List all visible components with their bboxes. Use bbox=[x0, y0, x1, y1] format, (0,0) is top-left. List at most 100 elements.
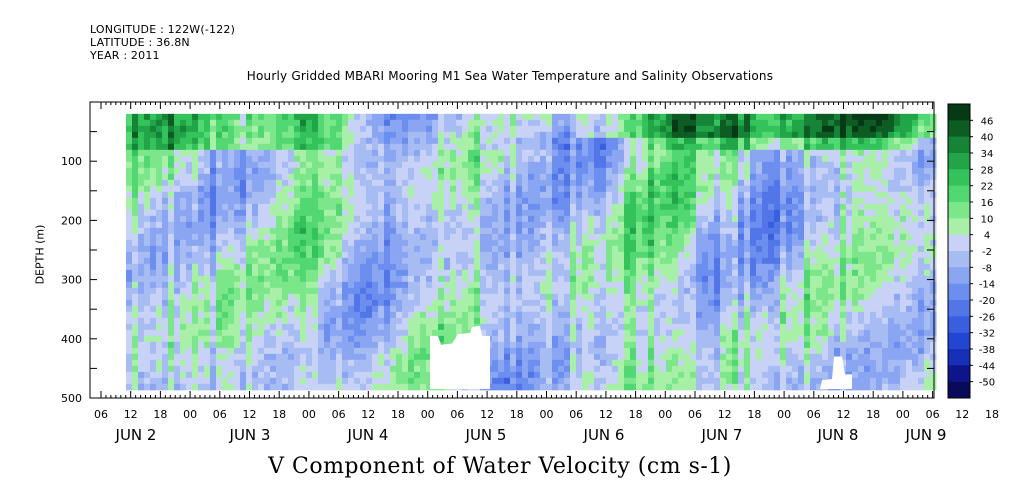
heatmap-cell bbox=[876, 251, 883, 259]
heatmap-cell bbox=[210, 113, 217, 121]
heatmap-cell bbox=[228, 143, 235, 151]
heatmap-cell bbox=[912, 329, 919, 337]
heatmap-cell bbox=[192, 179, 199, 187]
heatmap-cell bbox=[504, 161, 511, 169]
heatmap-cell bbox=[600, 215, 607, 223]
heatmap-cell bbox=[660, 215, 667, 223]
heatmap-cell bbox=[432, 125, 439, 133]
heatmap-cell bbox=[330, 233, 337, 241]
heatmap-cell bbox=[540, 317, 547, 325]
heatmap-cell bbox=[852, 329, 859, 337]
heatmap-cell bbox=[870, 251, 877, 259]
heatmap-cell bbox=[246, 269, 253, 277]
heatmap-cell bbox=[774, 125, 781, 133]
heatmap-cell bbox=[216, 257, 223, 265]
heatmap-cell bbox=[612, 245, 619, 253]
heatmap-cell bbox=[264, 149, 271, 157]
heatmap-cell bbox=[180, 161, 187, 169]
heatmap-cell bbox=[792, 215, 799, 223]
heatmap-cell bbox=[378, 113, 385, 121]
heatmap-cell bbox=[180, 299, 187, 307]
heatmap-cell bbox=[264, 143, 271, 151]
heatmap-cell bbox=[144, 137, 151, 145]
heatmap-cell bbox=[852, 185, 859, 193]
heatmap-cell bbox=[354, 131, 361, 139]
heatmap-cell bbox=[618, 137, 625, 145]
heatmap-cell bbox=[156, 137, 163, 145]
heatmap-cell bbox=[210, 149, 217, 157]
heatmap-cell bbox=[534, 155, 541, 163]
heatmap-cell bbox=[156, 281, 163, 289]
heatmap-cell bbox=[192, 317, 199, 325]
heatmap-cell bbox=[234, 149, 241, 157]
heatmap-cell bbox=[696, 215, 703, 223]
heatmap-cell bbox=[450, 155, 457, 163]
heatmap-cell bbox=[348, 149, 355, 157]
heatmap-cell bbox=[318, 245, 325, 253]
heatmap-cell bbox=[126, 131, 133, 139]
heatmap-cell bbox=[714, 185, 721, 193]
heatmap-cell bbox=[180, 131, 187, 139]
heatmap-cell bbox=[792, 239, 799, 247]
heatmap-cell bbox=[594, 149, 601, 157]
heatmap-cell bbox=[774, 215, 781, 223]
heatmap-cell bbox=[246, 257, 253, 265]
heatmap-cell bbox=[780, 329, 787, 337]
heatmap-cell bbox=[486, 227, 493, 235]
heatmap-cell bbox=[816, 245, 823, 253]
heatmap-cell bbox=[690, 125, 697, 133]
heatmap-cell bbox=[240, 329, 247, 337]
heatmap-cell bbox=[456, 191, 463, 199]
heatmap-cell bbox=[828, 311, 835, 319]
heatmap-cell bbox=[186, 143, 193, 151]
heatmap-cell bbox=[198, 281, 205, 289]
heatmap-cell bbox=[702, 209, 709, 217]
heatmap-cell bbox=[654, 149, 661, 157]
heatmap-cell bbox=[312, 305, 319, 313]
heatmap-cell bbox=[840, 131, 847, 139]
heatmap-cell bbox=[504, 317, 511, 325]
heatmap-cell bbox=[270, 239, 277, 247]
heatmap-cell bbox=[186, 173, 193, 181]
heatmap-cell bbox=[570, 125, 577, 133]
heatmap-cell bbox=[522, 239, 529, 247]
heatmap-cell bbox=[546, 275, 553, 283]
heatmap-cell bbox=[276, 149, 283, 157]
heatmap-cell bbox=[126, 227, 133, 235]
heatmap-cell bbox=[510, 257, 517, 265]
heatmap-cell bbox=[648, 143, 655, 151]
heatmap-cell bbox=[408, 281, 415, 289]
heatmap-cell bbox=[252, 221, 259, 229]
heatmap-cell bbox=[396, 305, 403, 313]
heatmap-cell bbox=[606, 113, 613, 121]
heatmap-cell bbox=[144, 203, 151, 211]
heatmap-cell bbox=[324, 161, 331, 169]
heatmap-cell bbox=[276, 299, 283, 307]
heatmap-cell bbox=[672, 323, 679, 331]
heatmap-cell bbox=[738, 173, 745, 181]
heatmap-cell bbox=[240, 161, 247, 169]
heatmap-cell bbox=[600, 161, 607, 169]
heatmap-cell bbox=[900, 311, 907, 319]
heatmap-cell bbox=[390, 131, 397, 139]
heatmap-cell bbox=[924, 113, 931, 121]
heatmap-cell bbox=[906, 113, 913, 121]
heatmap-cell bbox=[624, 137, 631, 145]
heatmap-cell bbox=[390, 233, 397, 241]
heatmap-cell bbox=[930, 209, 937, 217]
heatmap-cell bbox=[888, 221, 895, 229]
heatmap-cell bbox=[588, 113, 595, 121]
heatmap-cell bbox=[642, 113, 649, 121]
heatmap-cell bbox=[516, 227, 523, 235]
heatmap-cell bbox=[144, 149, 151, 157]
heatmap-cell bbox=[354, 137, 361, 145]
heatmap-cell bbox=[798, 263, 805, 271]
heatmap-cell bbox=[756, 305, 763, 313]
heatmap-cell bbox=[510, 263, 517, 271]
heatmap-cell bbox=[456, 233, 463, 241]
heatmap-cell bbox=[504, 149, 511, 157]
heatmap-cell bbox=[822, 113, 829, 121]
heatmap-cell bbox=[864, 287, 871, 295]
heatmap-cell bbox=[372, 287, 379, 295]
heatmap-cell bbox=[768, 143, 775, 151]
